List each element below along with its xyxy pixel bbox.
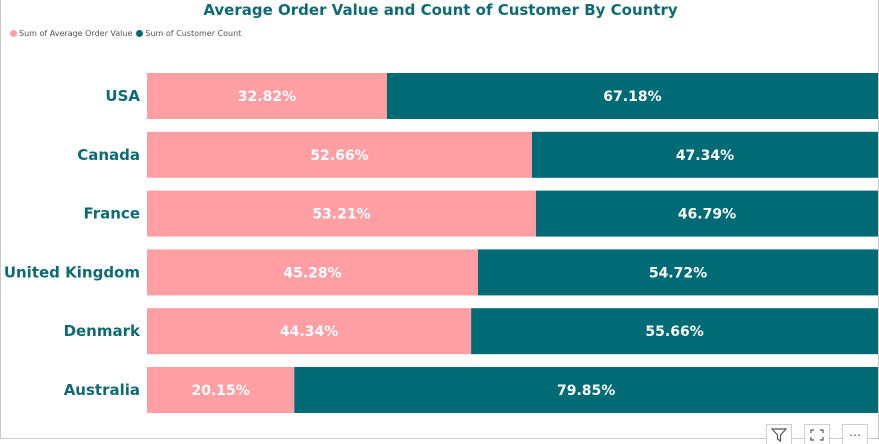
bar-usa-series-2[interactable] [386,73,878,119]
data-label-united-kingdom-series-2: 54.72% [649,265,707,281]
legend-item-customer-count[interactable]: Sum of Customer Count [136,29,241,38]
category-label-canada: Canada [77,146,140,164]
category-label-france: France [83,205,140,223]
bar-france-series-2[interactable] [535,190,878,237]
bar-australia-series-2[interactable] [294,367,878,413]
bar-denmark-series-2[interactable] [471,308,878,355]
chart-legend: Sum of Average Order Value Sum of Custom… [10,29,245,38]
bar-united-kingdom-series-2[interactable] [477,249,878,296]
filter-icon[interactable] [766,424,792,444]
focus-mode-icon[interactable] [804,424,830,444]
data-label-denmark-series-2: 55.66% [645,324,703,340]
data-label-france-series-2: 46.79% [678,207,736,223]
bar-usa-series-1[interactable] [147,73,387,119]
bar-australia-series-1[interactable] [147,367,295,413]
visual-toolbar: ⋯ [766,424,868,444]
category-label-united-kingdom: United Kingdom [4,263,140,281]
data-label-australia-series-2: 79.85% [557,383,615,399]
bar-france-series-1[interactable] [147,190,536,237]
legend-swatch-average-order-value [10,30,17,37]
data-label-usa-series-1: 32.82% [238,89,296,105]
data-label-canada-series-1: 52.66% [310,148,368,164]
data-label-united-kingdom-series-1: 45.28% [283,265,341,281]
category-label-usa: USA [105,87,140,105]
legend-swatch-customer-count [136,30,144,37]
legend-item-average-order-value[interactable]: Sum of Average Order Value [10,29,132,38]
bar-denmark-series-1[interactable] [147,308,472,355]
category-label-denmark: Denmark [64,322,141,340]
bar-canada-series-1[interactable] [147,131,532,178]
legend-label-customer-count: Sum of Customer Count [145,29,242,38]
bar-united-kingdom-series-1[interactable] [147,249,478,296]
legend-label-average-order-value: Sum of Average Order Value [19,29,133,38]
chart-title: Average Order Value and Count of Custome… [203,1,678,19]
data-label-denmark-series-1: 44.34% [280,324,338,340]
data-label-canada-series-2: 47.34% [676,148,734,164]
category-label-australia: Australia [64,381,140,399]
more-options-glyph: ⋯ [849,427,861,442]
data-label-usa-series-2: 67.18% [603,89,661,105]
data-label-france-series-1: 53.21% [312,207,370,223]
bar-canada-series-2[interactable] [531,131,878,178]
more-options-icon[interactable]: ⋯ [842,424,868,444]
data-label-australia-series-1: 20.15% [191,383,249,399]
